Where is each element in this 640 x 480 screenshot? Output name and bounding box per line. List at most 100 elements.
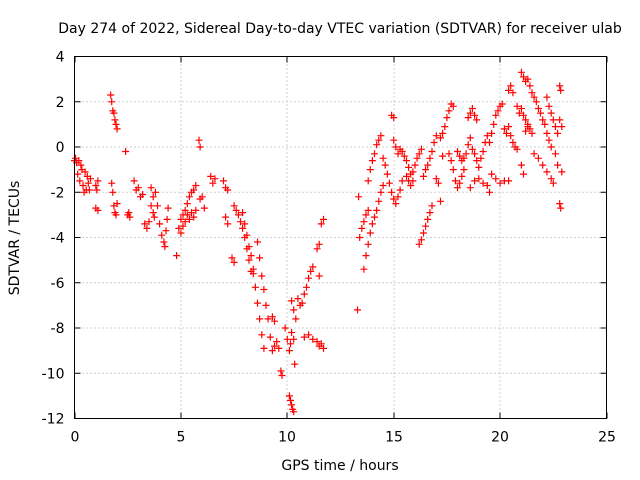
data-point	[220, 177, 227, 185]
data-point	[394, 150, 402, 158]
data-point	[243, 231, 251, 239]
data-point	[547, 143, 555, 151]
data-point	[228, 254, 236, 262]
data-point	[432, 175, 440, 183]
data-point	[358, 224, 366, 232]
data-point	[422, 166, 430, 174]
data-point	[505, 123, 513, 131]
data-point	[554, 129, 562, 137]
data-point	[254, 238, 261, 246]
data-point	[307, 267, 315, 275]
data-point	[456, 152, 464, 160]
data-point	[379, 154, 387, 162]
data-point	[285, 347, 293, 355]
data-point	[198, 193, 206, 201]
data-point	[390, 114, 398, 122]
data-point	[268, 313, 276, 321]
data-point	[108, 98, 116, 106]
data-point	[398, 177, 406, 185]
data-point	[368, 157, 376, 165]
data-point	[260, 344, 268, 352]
data-point	[94, 177, 102, 185]
data-point	[437, 197, 444, 205]
data-point	[468, 145, 476, 153]
data-point	[462, 150, 470, 158]
data-point	[354, 306, 361, 314]
data-point	[371, 213, 378, 221]
data-point	[473, 116, 481, 124]
data-point	[556, 200, 564, 208]
data-point	[554, 161, 562, 169]
data-point	[230, 258, 238, 266]
data-point	[466, 134, 474, 142]
data-point	[277, 367, 285, 375]
data-point	[458, 172, 466, 180]
data-points	[71, 68, 566, 416]
data-point	[517, 161, 525, 169]
data-point	[109, 188, 117, 196]
data-point	[556, 116, 564, 124]
data-point	[150, 213, 158, 221]
data-point	[464, 141, 472, 149]
data-point	[471, 111, 479, 119]
data-point	[300, 290, 308, 298]
data-point	[230, 202, 238, 210]
data-point	[181, 218, 189, 226]
data-point	[556, 82, 564, 90]
data-point	[364, 240, 372, 248]
data-point	[392, 200, 400, 208]
data-point	[145, 218, 153, 226]
data-point	[426, 209, 434, 217]
data-point	[177, 229, 185, 237]
data-point	[309, 335, 317, 343]
data-point	[181, 206, 189, 214]
data-point	[528, 89, 536, 97]
data-point	[498, 100, 506, 108]
data-point	[281, 324, 289, 332]
data-point	[439, 129, 447, 137]
data-point	[364, 177, 372, 185]
data-point	[291, 360, 299, 368]
data-point	[320, 344, 327, 352]
grid	[74, 56, 607, 419]
data-point	[294, 295, 302, 303]
data-point	[183, 200, 191, 208]
data-point	[443, 114, 451, 122]
data-point	[415, 240, 423, 248]
data-point	[185, 193, 193, 201]
data-point	[232, 206, 240, 214]
data-point	[251, 283, 259, 291]
data-point	[557, 204, 565, 212]
data-point	[449, 102, 457, 110]
data-point	[432, 132, 440, 140]
data-point	[111, 116, 119, 124]
data-point	[110, 109, 118, 117]
data-point	[500, 125, 508, 133]
data-point	[460, 154, 468, 162]
data-point	[530, 150, 538, 158]
data-point	[362, 211, 370, 219]
data-point	[558, 168, 566, 176]
data-point	[409, 168, 417, 176]
data-point	[278, 372, 286, 379]
data-point	[398, 148, 406, 155]
data-point	[390, 195, 398, 203]
data-point	[77, 161, 85, 169]
data-point	[151, 188, 159, 196]
data-point	[494, 107, 502, 115]
data-point	[315, 240, 323, 248]
data-point	[528, 129, 536, 137]
data-point	[273, 338, 281, 346]
data-point	[445, 107, 453, 115]
data-point	[422, 222, 430, 230]
data-point	[239, 209, 247, 217]
data-point	[400, 152, 408, 160]
data-point	[222, 213, 230, 221]
data-point	[460, 166, 468, 174]
data-point	[139, 191, 147, 198]
data-point	[141, 220, 149, 228]
data-point	[190, 213, 198, 221]
data-point	[256, 315, 264, 323]
data-point	[92, 182, 100, 189]
